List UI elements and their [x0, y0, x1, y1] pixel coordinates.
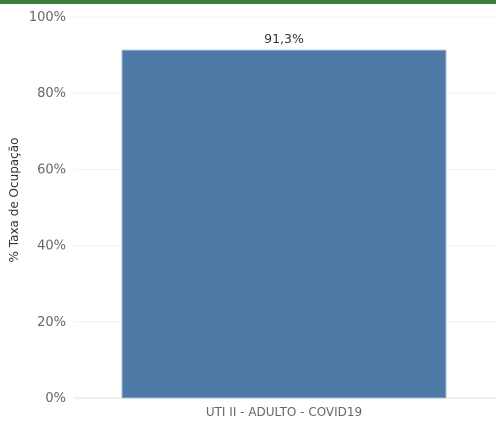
y-tick-label: 80%	[37, 86, 66, 101]
bar-value-label: 91,3%	[264, 31, 304, 46]
bar[interactable]	[121, 49, 447, 399]
y-tick-label: 60%	[37, 162, 66, 177]
y-tick-label: 0%	[45, 391, 66, 406]
y-tick-label: 40%	[37, 239, 66, 254]
top-accent-bar	[0, 0, 496, 4]
y-axis-ticks: 0% 20% 40% 60% 80% 100%	[29, 10, 66, 406]
y-axis-title: % Taxa de Ocupação	[7, 138, 21, 263]
bars	[121, 49, 447, 399]
y-tick-label: 20%	[37, 315, 66, 330]
y-tick-label: 100%	[29, 10, 66, 25]
x-category-label: UTI II - ADULTO - COVID19	[206, 405, 362, 419]
x-axis-categories: UTI II - ADULTO - COVID19	[206, 405, 362, 419]
data-labels: 91,3%	[264, 31, 304, 46]
